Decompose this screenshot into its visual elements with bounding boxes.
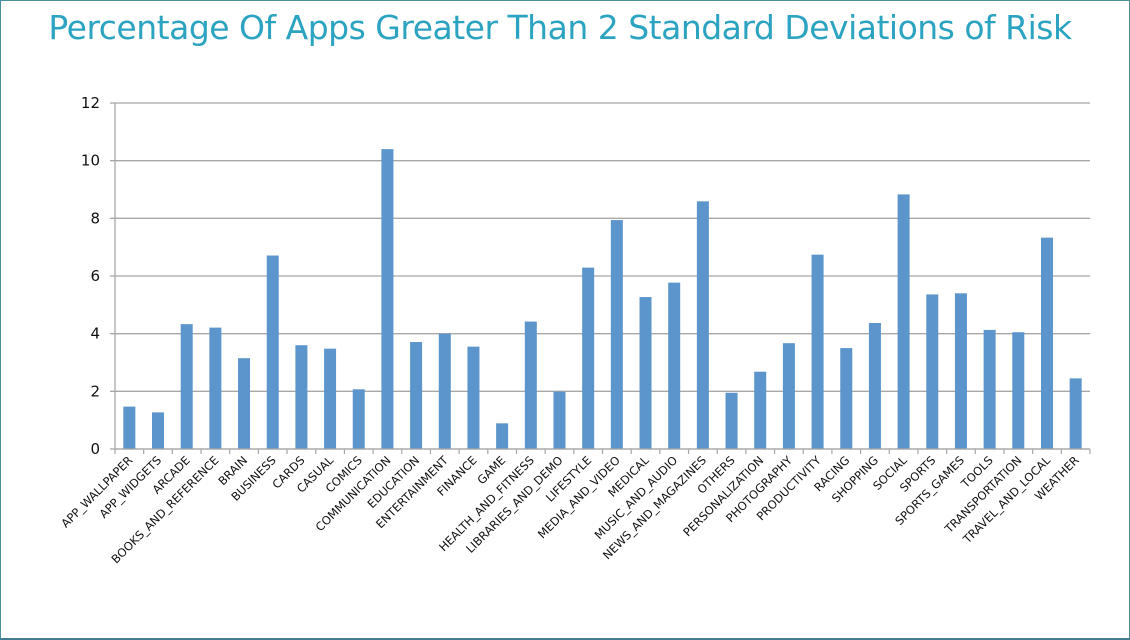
chart-title: Percentage Of Apps Greater Than 2 Standa… (48, 8, 1072, 47)
y-tick-label: 8 (90, 209, 100, 227)
y-tick-label: 10 (81, 152, 100, 170)
bar-casual (324, 348, 337, 449)
bar-transportation (1012, 332, 1025, 449)
y-tick-label: 6 (90, 267, 100, 285)
bar-education (410, 342, 423, 449)
bar-medical (639, 297, 652, 449)
bar-tools (983, 329, 996, 449)
bar-communication (381, 149, 394, 449)
bar-comics (352, 389, 365, 449)
bar-productivity (811, 254, 824, 449)
y-tick-label: 0 (90, 440, 100, 458)
bar-app-wallpaper (123, 406, 136, 449)
bar-health-and-fitness (524, 321, 537, 449)
x-axis-labels: APP_WALLPAPERAPP_WIDGETSARCADEBOOKS_AND_… (58, 453, 1082, 567)
bar-libraries-and-demo (553, 391, 566, 449)
bar-personalization (754, 371, 767, 449)
y-tick-label: 12 (81, 94, 100, 112)
bar-travel-and-local (1040, 237, 1053, 449)
bar-arcade (180, 324, 193, 449)
bar-weather (1069, 378, 1082, 449)
bar-sports-games (954, 293, 967, 449)
bar-racing (840, 348, 853, 449)
bar-lifestyle (582, 267, 595, 449)
y-tick-label: 2 (90, 382, 100, 400)
bars (123, 149, 1082, 449)
bar-books-and-reference (209, 327, 222, 449)
bar-brain (238, 358, 251, 449)
bar-photography (782, 343, 795, 449)
bar-entertainment (438, 333, 451, 449)
gridlines (110, 102, 1090, 450)
bar-music-and-audio (668, 282, 681, 449)
bar-media-and-video (610, 220, 623, 449)
bar-business (266, 255, 279, 449)
y-tick-label: 4 (90, 325, 100, 343)
bar-news-and-magazines (696, 201, 709, 449)
y-axis-ticks: 0 2 4 6 8 10 12 (81, 94, 100, 458)
bar-social (897, 194, 910, 449)
x-axis (114, 448, 1091, 454)
bar-finance (467, 346, 480, 449)
bar-app-widgets (152, 412, 165, 449)
bar-sports (926, 294, 939, 449)
bar-game (496, 423, 509, 449)
bar-shopping (868, 322, 881, 449)
bar-cards (295, 345, 308, 449)
bar-others (725, 392, 738, 449)
